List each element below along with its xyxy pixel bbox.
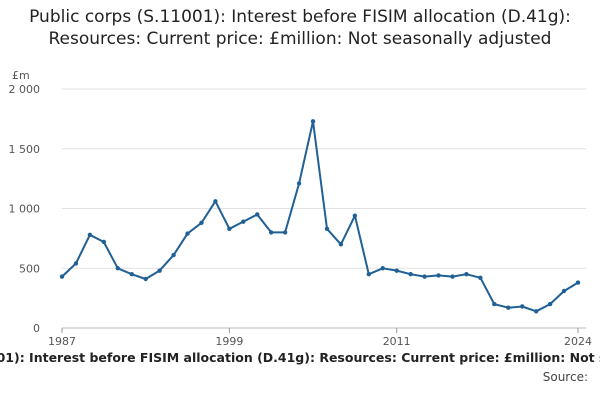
data-point xyxy=(213,199,218,204)
data-point xyxy=(199,220,204,226)
chart-title: Public corps (S.11001): Interest before … xyxy=(29,7,571,49)
data-point xyxy=(533,309,539,314)
y-tick-label: 1 000 xyxy=(9,203,41,216)
footer-series-label: Public corps (S.11001): Interest before … xyxy=(0,350,600,365)
x-tick-label: 1999 xyxy=(215,335,243,348)
series-layer xyxy=(59,119,581,314)
data-point xyxy=(296,181,302,186)
data-point xyxy=(268,230,274,235)
data-point xyxy=(129,272,134,277)
data-point xyxy=(157,268,162,273)
data-point xyxy=(241,219,246,224)
data-point xyxy=(464,272,469,277)
data-point xyxy=(185,231,190,236)
series-line xyxy=(61,120,579,313)
y-tick-label: 500 xyxy=(19,262,40,275)
x-tick-label: 1987 xyxy=(48,335,76,348)
data-point xyxy=(547,301,553,307)
y-axis-ticks: 0 500 1 000 1 500 2 000 xyxy=(9,83,41,335)
data-point xyxy=(101,239,107,245)
data-point xyxy=(506,305,511,310)
data-point xyxy=(492,301,497,307)
data-point xyxy=(561,288,567,294)
data-point xyxy=(310,119,316,124)
data-point xyxy=(282,230,288,235)
data-point xyxy=(436,273,441,278)
data-point xyxy=(115,266,120,271)
data-point xyxy=(255,212,260,217)
data-point xyxy=(380,266,385,271)
x-axis: 1987 1999 2011 2024 xyxy=(48,328,592,348)
data-point xyxy=(73,261,79,266)
data-point xyxy=(478,275,483,281)
data-point xyxy=(338,242,344,247)
data-point xyxy=(87,232,93,237)
data-point xyxy=(352,213,358,218)
footer-source-label: Source: xyxy=(542,370,588,384)
data-point xyxy=(422,274,427,279)
data-point xyxy=(143,276,148,282)
data-point xyxy=(450,274,455,279)
data-point xyxy=(324,226,330,232)
x-tick-label: 2024 xyxy=(564,335,592,348)
data-point xyxy=(171,252,176,258)
data-point xyxy=(394,268,399,273)
data-point xyxy=(366,272,372,277)
y-tick-label: 0 xyxy=(33,322,40,335)
data-point xyxy=(408,272,413,277)
data-point xyxy=(575,280,581,285)
data-point xyxy=(59,274,65,279)
data-point xyxy=(520,304,525,309)
y-tick-label: 2 000 xyxy=(9,83,41,96)
y-axis-label: £m xyxy=(12,69,30,82)
data-point xyxy=(227,226,232,232)
x-tick-label: 2011 xyxy=(383,335,411,348)
y-tick-label: 1 500 xyxy=(9,143,41,156)
